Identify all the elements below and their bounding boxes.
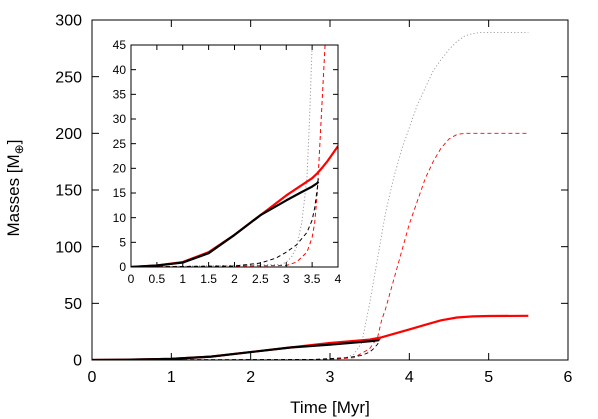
main-y-tick-label: 200 xyxy=(55,126,82,143)
inset-y-tick-label: 35 xyxy=(113,88,127,102)
main-y-tick-label: 50 xyxy=(64,296,82,313)
main-series-2-line xyxy=(92,337,382,360)
inset-y-tick-label: 20 xyxy=(113,162,127,176)
main-x-tick-label: 0 xyxy=(88,369,97,386)
main-y-tick-label: 0 xyxy=(73,353,82,370)
inset-x-tick-label: 2.5 xyxy=(252,272,269,286)
y-axis-label: Masses [M⊕] xyxy=(4,140,26,237)
main-series-0-line xyxy=(92,32,529,360)
main-y-tick-label: 150 xyxy=(55,183,82,200)
inset-y-tick-label: 10 xyxy=(113,211,127,225)
inset-y-tick-label: 45 xyxy=(113,38,127,52)
inset-y-tick-label: 15 xyxy=(113,186,127,200)
inset-plot-area xyxy=(131,45,338,267)
inset-series-0-line xyxy=(131,45,313,267)
y-axis-label-subscript: ⊕ xyxy=(12,144,26,154)
main-series-4-line xyxy=(92,339,380,360)
main-y-tick-label: 250 xyxy=(55,69,82,86)
inset-x-tick-label: 3.5 xyxy=(304,272,321,286)
inset-series-1-line xyxy=(131,45,326,267)
main-series-1-line xyxy=(92,132,529,360)
inset-y-tick-label: 25 xyxy=(113,137,127,151)
x-axis-label: Time [Myr] xyxy=(290,398,370,417)
main-x-tick-label: 3 xyxy=(326,369,335,386)
inset-y-tick-label: 40 xyxy=(113,63,127,77)
inset-x-tick-label: 4 xyxy=(335,272,342,286)
inset-series-2-line xyxy=(131,178,319,267)
y-axis-label-main: Masses [M xyxy=(4,154,23,236)
inset-y-tick-label: 5 xyxy=(119,236,126,250)
main-series-group xyxy=(92,32,529,360)
inset-series-4-line xyxy=(131,181,320,267)
main-x-tick-label: 2 xyxy=(246,369,255,386)
inset-x-tick-label: 1 xyxy=(179,272,186,286)
inset-x-tick-label: 2 xyxy=(231,272,238,286)
inset-y-tick-label: 30 xyxy=(113,112,127,126)
main-x-tick-label: 6 xyxy=(564,369,573,386)
inset-x-tick-label: 1.5 xyxy=(200,272,217,286)
inset-x-tick-label: 3 xyxy=(283,272,290,286)
inset-x-tick-label: 0 xyxy=(128,272,135,286)
inset-x-tick-label: 0.5 xyxy=(149,272,166,286)
main-x-tick-label: 5 xyxy=(484,369,493,386)
y-axis-label-close: ] xyxy=(4,140,23,145)
main-y-tick-label: 300 xyxy=(55,13,82,30)
inset-y-tick-label: 0 xyxy=(119,260,126,274)
main-y-tick-label: 100 xyxy=(55,239,82,256)
main-x-tick-label: 4 xyxy=(405,369,414,386)
main-x-tick-label: 1 xyxy=(167,369,176,386)
